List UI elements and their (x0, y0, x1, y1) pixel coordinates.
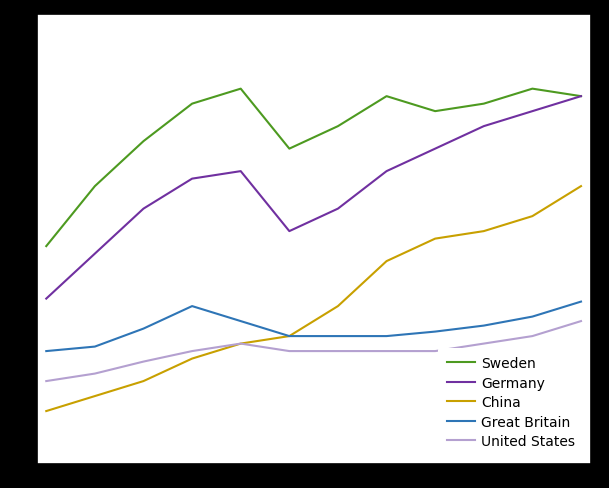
Germany (91, 251, 99, 257)
Great Britain (334, 333, 342, 339)
Great Britain (237, 319, 244, 325)
United States (480, 341, 487, 347)
Line: United States: United States (46, 322, 581, 381)
Germany (334, 206, 342, 212)
China (91, 393, 99, 399)
Sweden (529, 86, 536, 92)
Germany (237, 169, 244, 175)
Sweden (188, 102, 195, 107)
Great Britain (140, 326, 147, 332)
Sweden (383, 94, 390, 100)
China (529, 214, 536, 220)
Line: Great Britain: Great Britain (46, 302, 581, 351)
Sweden (432, 109, 439, 115)
Great Britain (529, 314, 536, 320)
China (43, 408, 50, 414)
United States (286, 348, 293, 354)
Germany (43, 296, 50, 302)
United States (432, 348, 439, 354)
China (334, 304, 342, 309)
United States (43, 378, 50, 384)
Germany (140, 206, 147, 212)
United States (237, 341, 244, 347)
Great Britain (43, 348, 50, 354)
Sweden (577, 94, 585, 100)
China (432, 236, 439, 242)
United States (140, 359, 147, 365)
China (237, 341, 244, 347)
United States (91, 371, 99, 377)
Germany (529, 109, 536, 115)
United States (383, 348, 390, 354)
Great Britain (432, 329, 439, 335)
Great Britain (188, 304, 195, 309)
Legend: Sweden, Germany, China, Great Britain, United States: Sweden, Germany, China, Great Britain, U… (438, 348, 584, 457)
Sweden (286, 146, 293, 152)
China (140, 378, 147, 384)
Germany (577, 94, 585, 100)
Sweden (43, 244, 50, 249)
Sweden (334, 124, 342, 130)
China (480, 229, 487, 235)
Germany (383, 169, 390, 175)
United States (334, 348, 342, 354)
Sweden (237, 86, 244, 92)
Great Britain (383, 333, 390, 339)
Germany (286, 229, 293, 235)
China (577, 184, 585, 190)
Germany (432, 146, 439, 152)
Sweden (140, 139, 147, 145)
United States (188, 348, 195, 354)
Germany (480, 124, 487, 130)
Sweden (91, 184, 99, 190)
Sweden (480, 102, 487, 107)
Great Britain (286, 333, 293, 339)
Great Britain (577, 299, 585, 305)
Great Britain (480, 323, 487, 329)
United States (529, 333, 536, 339)
Line: Sweden: Sweden (46, 89, 581, 246)
China (383, 259, 390, 264)
Line: China: China (46, 187, 581, 411)
Germany (188, 176, 195, 182)
China (286, 333, 293, 339)
China (188, 356, 195, 362)
Line: Germany: Germany (46, 97, 581, 299)
United States (577, 319, 585, 325)
Great Britain (91, 344, 99, 350)
